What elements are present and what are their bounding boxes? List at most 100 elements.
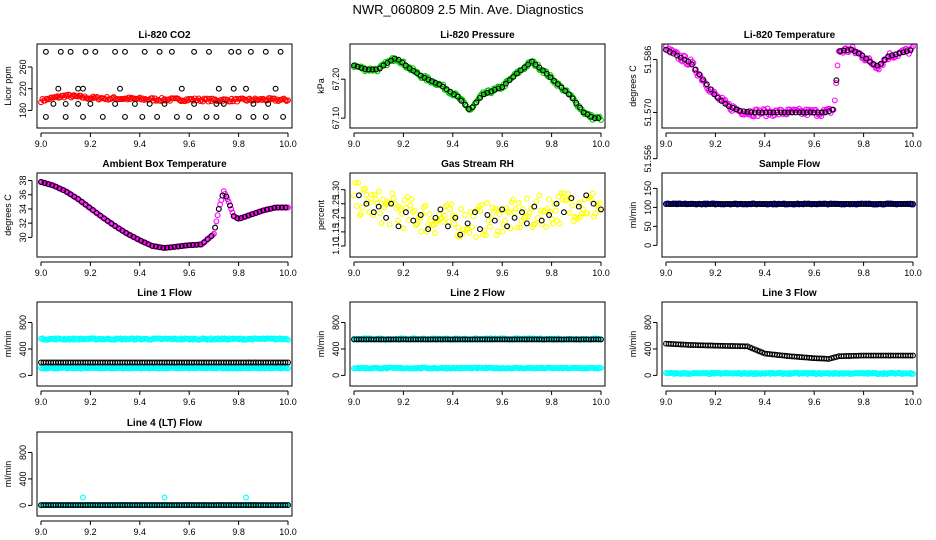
data-point bbox=[495, 228, 502, 235]
data-point bbox=[495, 85, 502, 92]
x-tick-label: 9.0 bbox=[348, 139, 361, 149]
series-group bbox=[663, 340, 916, 378]
data-point bbox=[425, 226, 432, 233]
data-point bbox=[534, 215, 541, 221]
data-point bbox=[99, 113, 106, 120]
data-point bbox=[591, 115, 598, 122]
series-group bbox=[351, 55, 604, 123]
data-point bbox=[161, 100, 168, 107]
y-tick-label: 36 bbox=[18, 190, 28, 200]
y-axis-label: ml/min bbox=[628, 202, 638, 229]
data-point bbox=[502, 80, 509, 87]
series-raw bbox=[38, 179, 291, 251]
data-point bbox=[543, 70, 550, 77]
data-point bbox=[493, 232, 500, 238]
y-tick-label: 1.15 bbox=[331, 223, 341, 241]
data-point bbox=[362, 66, 369, 72]
data-point bbox=[359, 204, 366, 211]
data-point bbox=[803, 109, 810, 116]
y-tick-label: 150 bbox=[643, 181, 653, 196]
y-axis: 0 400 800 bbox=[331, 315, 346, 378]
x-tick-label: 9.8 bbox=[232, 397, 245, 407]
data-point bbox=[275, 204, 282, 211]
data-point bbox=[252, 209, 259, 216]
data-point bbox=[117, 85, 123, 92]
data-point bbox=[770, 109, 777, 116]
y-axis: 30 32 34 36 38 bbox=[18, 176, 33, 242]
y-tick-label: 800 bbox=[18, 315, 28, 330]
data-point bbox=[748, 369, 755, 376]
data-point bbox=[504, 208, 511, 215]
data-point bbox=[82, 201, 89, 208]
data-point bbox=[395, 223, 402, 230]
data-point bbox=[748, 109, 755, 116]
data-point bbox=[598, 206, 604, 213]
data-point bbox=[528, 58, 535, 65]
data-point bbox=[169, 336, 176, 343]
data-point bbox=[499, 206, 506, 213]
x-tick-label: 9.0 bbox=[348, 268, 361, 278]
data-point bbox=[517, 67, 524, 74]
data-point bbox=[506, 209, 513, 216]
series-average bbox=[38, 359, 291, 366]
panel-line2-flow: Line 2 Flow 9.0 9.2 9.4 9.6 9.8 10.0 0 400 800 ml/… bbox=[316, 288, 610, 407]
data-point bbox=[220, 100, 227, 107]
data-point bbox=[62, 113, 69, 120]
data-point bbox=[789, 109, 795, 116]
data-point bbox=[451, 220, 458, 227]
data-point bbox=[272, 85, 279, 92]
data-point bbox=[215, 85, 222, 92]
data-point bbox=[444, 223, 451, 230]
data-point bbox=[885, 53, 892, 60]
panel-licor-temp: Li-820 Temperature 9.0 9.2 9.4 9.6 9.8 10.0 51.… bbox=[628, 30, 922, 172]
data-point bbox=[285, 204, 291, 211]
y-axis-label: kPa bbox=[316, 78, 326, 94]
data-point bbox=[759, 109, 766, 116]
data-point bbox=[227, 202, 233, 209]
x-tick-label: 9.8 bbox=[232, 527, 245, 537]
data-point bbox=[285, 336, 291, 343]
data-point bbox=[285, 97, 291, 104]
data-point bbox=[457, 231, 464, 238]
data-point bbox=[546, 212, 553, 218]
data-point bbox=[552, 207, 559, 214]
x-axis: 9.0 9.2 9.4 9.6 9.8 10.0 bbox=[35, 390, 297, 407]
data-point bbox=[501, 217, 508, 224]
data-point bbox=[427, 217, 434, 224]
data-point bbox=[141, 48, 148, 55]
data-point bbox=[209, 231, 216, 238]
x-tick-label: 9.2 bbox=[709, 139, 722, 149]
data-point bbox=[831, 97, 838, 104]
data-point bbox=[536, 64, 543, 71]
data-point bbox=[355, 192, 362, 199]
data-point bbox=[362, 185, 368, 192]
series-average bbox=[351, 55, 602, 122]
panel-sample-flow: Sample Flow 9.0 9.2 9.4 9.6 9.8 10.0 0 50 100 150 m… bbox=[628, 159, 922, 278]
data-point bbox=[375, 203, 382, 210]
data-point bbox=[412, 222, 419, 229]
y-tick-label: 400 bbox=[18, 341, 28, 356]
data-point bbox=[514, 224, 521, 231]
data-point bbox=[580, 206, 587, 213]
data-point bbox=[540, 67, 546, 74]
data-point bbox=[707, 86, 714, 93]
data-point bbox=[767, 370, 774, 377]
data-point bbox=[112, 48, 119, 55]
data-point bbox=[472, 209, 478, 216]
data-point bbox=[491, 208, 497, 215]
y-axis: 0 400 800 bbox=[643, 315, 658, 378]
data-point bbox=[57, 48, 64, 55]
data-point bbox=[223, 193, 230, 200]
y-tick-label: 1.10 bbox=[331, 237, 341, 255]
x-tick-label: 9.8 bbox=[232, 139, 245, 149]
data-point bbox=[197, 98, 204, 105]
data-point bbox=[543, 224, 550, 231]
panel-title: Ambient Box Temperature bbox=[102, 159, 227, 170]
data-point bbox=[171, 243, 178, 250]
data-point bbox=[584, 210, 591, 217]
data-point bbox=[569, 202, 576, 209]
x-tick-label: 9.4 bbox=[447, 139, 460, 149]
data-point bbox=[688, 61, 695, 68]
data-point bbox=[224, 336, 231, 343]
x-tick-label: 9.0 bbox=[35, 268, 48, 278]
